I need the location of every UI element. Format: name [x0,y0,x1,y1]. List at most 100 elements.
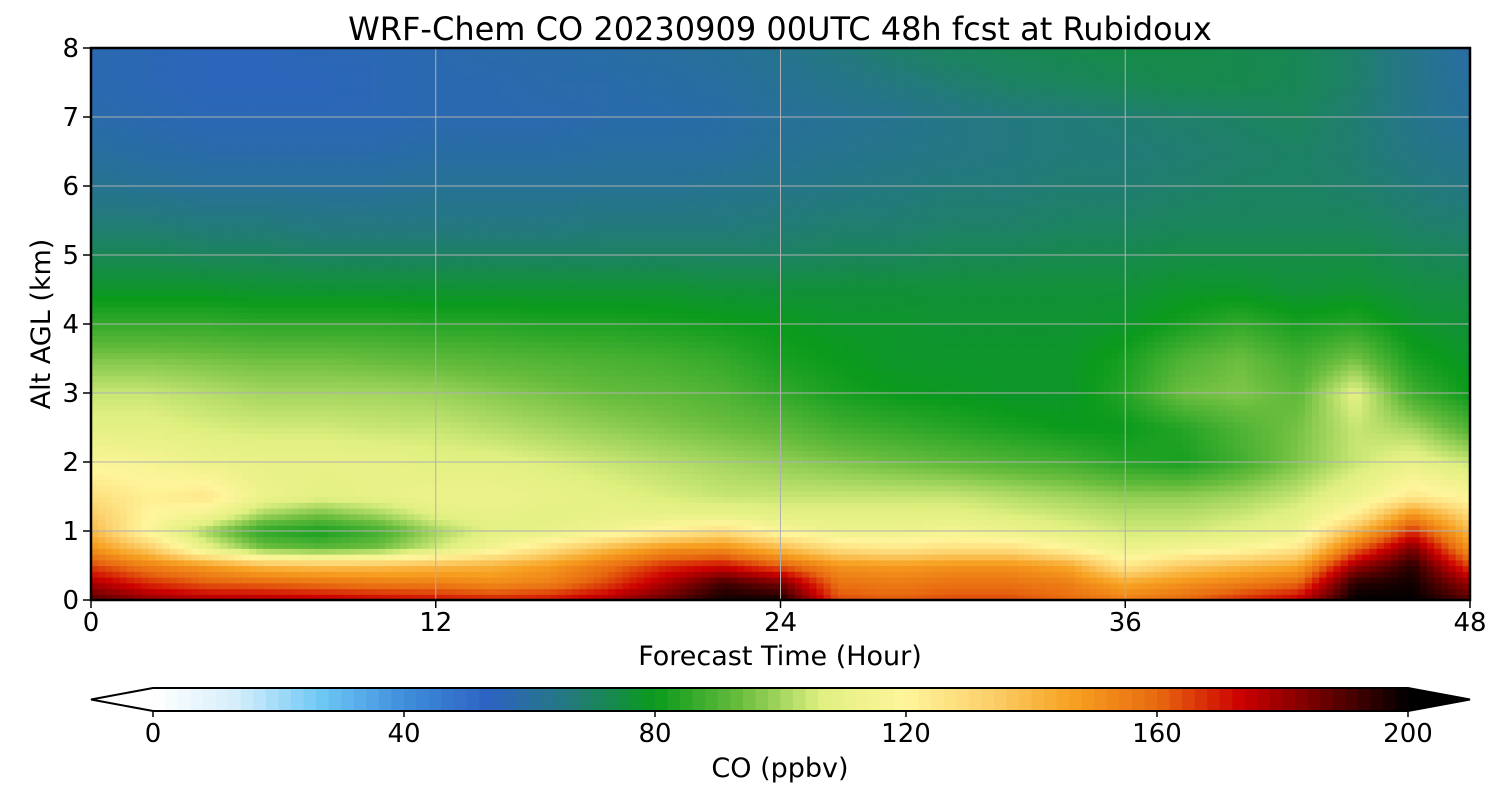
heatmap-cell [1419,479,1428,486]
heatmap-cell [141,450,150,457]
heatmap-cell [995,502,1004,509]
heatmap-cell [342,485,351,492]
heatmap-cell [1003,588,1011,595]
heatmap-cell [550,559,559,567]
heatmap-cell [1103,473,1112,480]
heatmap-cell [1168,525,1177,532]
heatmap-cell [787,565,796,572]
heatmap-cell [1455,496,1464,503]
heatmap-cell [1455,513,1464,521]
heatmap-cell [758,513,767,521]
heatmap-cell [787,479,796,486]
heatmap-cell [802,588,810,595]
heatmap-cell [1060,450,1069,457]
heatmap-cell [328,502,336,509]
heatmap-cell [191,508,200,515]
heatmap-cell [1405,594,1414,601]
heatmap-cell [1125,554,1134,561]
heatmap-cell [1153,519,1162,526]
heatmap-cell [636,577,645,584]
heatmap-cell [299,479,308,486]
heatmap-cell [859,490,868,498]
heatmap-cell [514,473,523,480]
heatmap-cell [1326,490,1335,498]
heatmap-cell [1326,485,1335,492]
heatmap-cell [1333,450,1342,457]
heatmap-cell [802,508,810,515]
heatmap-cell [737,536,746,544]
heatmap-cell [881,571,889,578]
heatmap-cell [780,531,789,538]
heatmap-cell [629,536,638,544]
heatmap-cell [586,536,595,544]
heatmap-cell [1254,456,1263,463]
heatmap-cell [651,542,659,549]
heatmap-cell [694,548,703,555]
heatmap-cell [313,490,322,498]
heatmap-cell [1211,582,1220,590]
heatmap-cell [1254,588,1263,595]
heatmap-cell [227,450,236,457]
heatmap-cell [715,525,724,532]
heatmap-cell [421,548,430,555]
heatmap-cell [205,490,214,498]
heatmap-cell [1225,450,1234,457]
heatmap-cell [126,450,135,457]
heatmap-cell [98,490,106,498]
heatmap-cell [809,525,818,532]
heatmap-cell [794,496,803,503]
heatmap-cell [493,462,501,469]
heatmap-cell [1110,467,1119,475]
heatmap-cell [1276,502,1284,509]
heatmap-cell [234,508,243,515]
heatmap-cell [708,485,717,492]
heatmap-cell [895,548,904,555]
heatmap-cell [328,479,336,486]
heatmap-cell [299,496,308,503]
heatmap-cell [1103,525,1112,532]
heatmap-cell [622,450,631,457]
heatmap-cell [751,577,760,584]
heatmap-cell [1261,450,1270,457]
heatmap-cell [967,525,976,532]
heatmap-cell [299,542,308,549]
heatmap-cell [622,496,631,503]
heatmap-cell [507,542,516,549]
heatmap-cell [1204,594,1213,601]
heatmap-cell [442,582,451,590]
heatmap-cell [773,548,782,555]
heatmap-cell [730,513,738,521]
heatmap-cell [1455,485,1464,492]
heatmap-cell [177,485,185,492]
heatmap-cell [205,548,214,555]
heatmap-cell [1268,513,1277,521]
heatmap-cell [751,542,760,549]
heatmap-cell [320,467,329,475]
heatmap-cell [227,496,236,503]
heatmap-cell [112,456,121,463]
heatmap-cell [450,519,458,526]
heatmap-cell [974,594,983,601]
heatmap-cell [586,582,595,590]
heatmap-cell [184,462,193,469]
heatmap-cell [98,444,106,452]
heatmap-cell [737,577,746,584]
heatmap-cell [1161,542,1169,549]
heatmap-cell [1434,508,1442,515]
heatmap-cell [1053,485,1062,492]
heatmap-cell [830,582,839,590]
heatmap-cell [514,582,523,590]
heatmap-cell [1412,479,1421,486]
heatmap-cell [1462,467,1471,475]
heatmap-cell [586,548,595,555]
heatmap-cell [1175,513,1184,521]
heatmap-cell [349,462,358,469]
heatmap-cell [579,502,588,509]
heatmap-cell [1046,450,1055,457]
heatmap-cell [392,519,401,526]
heatmap-cell [1333,462,1342,469]
heatmap-cell [306,571,315,578]
heatmap-cell [665,479,674,486]
heatmap-cell [679,542,688,549]
heatmap-cell [1441,559,1450,567]
